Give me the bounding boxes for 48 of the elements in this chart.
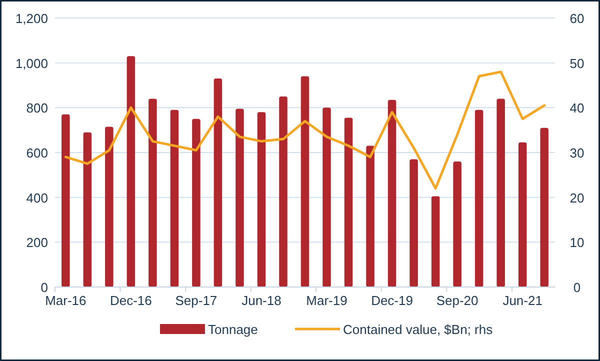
y2-tick-label: 20	[570, 190, 584, 206]
bar	[410, 159, 418, 287]
y2-tick-label: 0	[573, 280, 581, 295]
y2-tick-label: 50	[570, 56, 584, 71]
bar	[62, 114, 70, 287]
y-tick-label: 1,200	[15, 11, 48, 26]
bar	[148, 98, 157, 287]
line-series	[64, 70, 546, 190]
x-tick-label: Dec-19	[371, 293, 413, 308]
bar	[214, 78, 222, 287]
y2-tick-label: 30	[570, 146, 584, 160]
legend-label: Contained value, $Bn; rhs	[343, 322, 494, 337]
bar	[192, 118, 200, 287]
bar	[496, 98, 505, 287]
x-tick-label: Sep-20	[436, 293, 478, 308]
bar	[518, 142, 527, 287]
bar	[322, 108, 331, 287]
bar	[431, 196, 440, 287]
y-tick-label: 200	[26, 235, 48, 250]
bar	[540, 128, 548, 287]
y-tick-label: 600	[26, 146, 48, 160]
bar	[300, 76, 310, 287]
bar	[388, 100, 396, 287]
x-tick-label: Mar-16	[45, 293, 86, 308]
bar	[344, 118, 353, 287]
bar	[453, 161, 462, 287]
bar	[83, 132, 92, 287]
bar	[126, 56, 136, 287]
y-tick-label: 0	[40, 280, 48, 295]
bar	[236, 108, 244, 287]
legend-label: Tonnage	[208, 322, 258, 337]
bar	[474, 110, 484, 287]
bar	[170, 110, 179, 287]
y-tick-label: 400	[26, 190, 48, 206]
y2-tick-label: 60	[570, 11, 584, 26]
y2-tick-label: 40	[570, 100, 584, 116]
y-tick-label: 1,000	[15, 56, 48, 71]
y2-tick-label: 10	[570, 235, 584, 250]
y-tick-label: 800	[26, 100, 48, 116]
bar	[366, 146, 374, 287]
x-tick-label: Mar-19	[306, 293, 348, 308]
bar	[279, 96, 288, 287]
bar	[105, 126, 114, 287]
x-tick-label: Sep-17	[175, 293, 218, 308]
bar	[257, 112, 266, 287]
x-tick-label: Dec-16	[110, 293, 152, 308]
x-tick-label: Jun-21	[502, 293, 542, 308]
x-tick-label: Jun-18	[242, 293, 282, 308]
